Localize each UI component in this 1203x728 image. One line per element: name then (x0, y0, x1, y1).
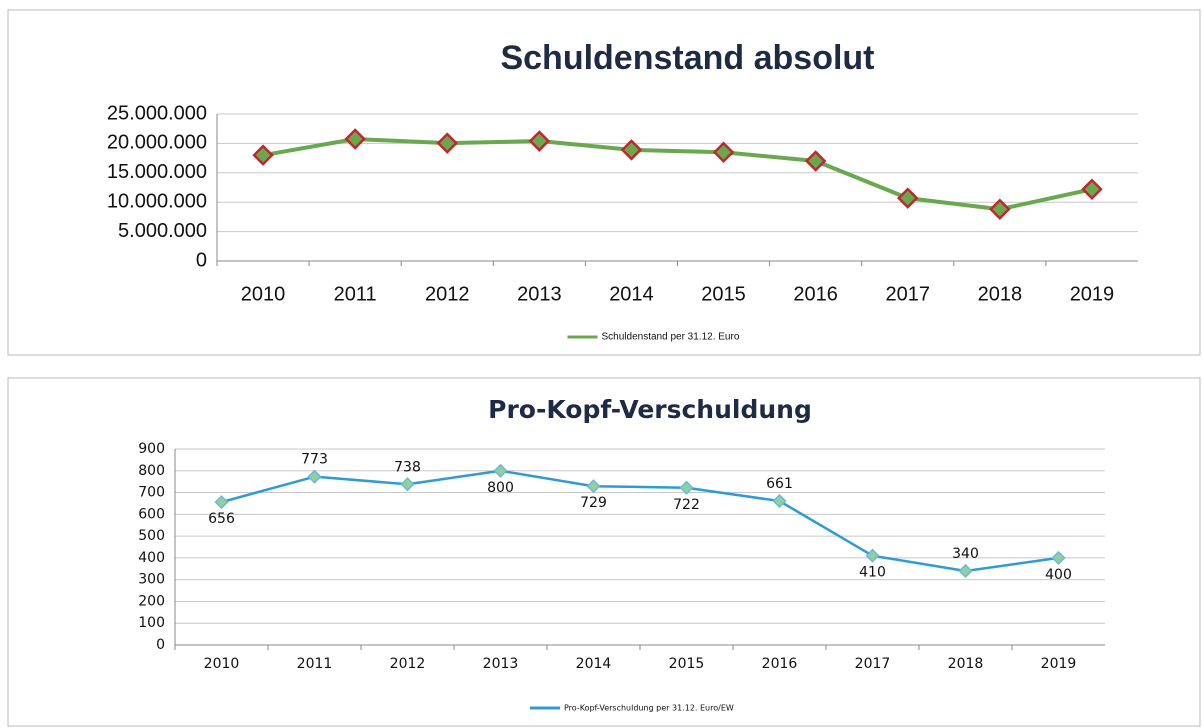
marker (252, 144, 274, 166)
data-label: 800 (487, 480, 514, 496)
marker (344, 128, 366, 150)
data-label: 661 (766, 476, 793, 492)
chart-title: Schuldenstand absolut (500, 39, 874, 77)
y-tick-label: 500 (138, 528, 165, 544)
y-tick-label: 0 (156, 637, 165, 653)
marker (712, 141, 735, 163)
marker (896, 187, 919, 209)
data-label: 340 (952, 546, 979, 562)
x-tick-label: 2013 (483, 656, 519, 672)
y-tick-label: 600 (138, 506, 165, 522)
data-label: 400 (1045, 567, 1072, 583)
x-tick-label: 2015 (669, 656, 705, 672)
y-tick-label: 0 (196, 249, 207, 271)
y-tick-label: 700 (138, 485, 165, 501)
marker (400, 477, 415, 492)
x-tick-label: 2014 (576, 656, 612, 672)
y-tick-label: 25.000.000 (107, 102, 207, 124)
x-tick-label: 2015 (701, 283, 746, 305)
chart-frame (7, 377, 1201, 727)
marker (1081, 178, 1103, 201)
y-tick-label: 200 (138, 593, 165, 609)
chart: Pro-Kopf-Verschuldung 0 100 200 300 400 500 600… (138, 395, 1105, 713)
x-tick-label: 2019 (1070, 283, 1115, 305)
series-line (262, 136, 1093, 212)
marker (958, 563, 973, 579)
marker (436, 132, 459, 154)
y-tick-label: 20.000.000 (107, 132, 207, 154)
x-tick-label: 2018 (948, 656, 984, 672)
marker (865, 548, 880, 563)
marker (493, 463, 508, 478)
x-tick-label: 2011 (334, 283, 377, 305)
x-tick-label: 2017 (855, 656, 891, 672)
x-tick-label: 2019 (1041, 656, 1077, 672)
y-tick-label: 800 (138, 463, 165, 479)
y-tick-label: 100 (138, 615, 165, 631)
data-label: 410 (859, 565, 886, 581)
chart: Schuldenstand absolut 0 5.000.000 10.000.00… (107, 39, 1138, 343)
x-tick-label: 2016 (762, 656, 798, 672)
x-tick-label: 2014 (609, 283, 654, 305)
y-tick-label: 15.000.000 (107, 161, 207, 183)
series-line (221, 469, 1059, 573)
data-label: 656 (208, 511, 235, 527)
legend-label: Pro-Kopf-Verschuldung per 31.12. Euro/EW (564, 704, 734, 713)
chart-title: Pro-Kopf-Verschuldung (488, 395, 812, 424)
legend-label: Schuldenstand per 31.12. Euro (602, 332, 740, 343)
marker (989, 198, 1011, 221)
x-tick-label: 2018 (978, 283, 1023, 305)
marker (528, 130, 551, 152)
x-tick-label: 2016 (793, 283, 838, 305)
marker (307, 469, 322, 484)
x-tick-label: 2017 (886, 283, 931, 305)
chart-frame (7, 9, 1201, 356)
data-label: 738 (394, 459, 421, 475)
x-tick-label: 2012 (390, 656, 426, 672)
marker (586, 479, 601, 494)
marker (214, 495, 229, 510)
y-tick-label: 10.000.000 (107, 190, 207, 212)
marker (679, 480, 694, 495)
x-tick-label: 2010 (204, 656, 240, 672)
y-tick-label: 5.000.000 (118, 220, 207, 242)
y-tick-label: 300 (138, 572, 165, 588)
x-tick-label: 2010 (241, 283, 286, 305)
y-tick-label: 900 (138, 441, 165, 457)
marker (620, 139, 643, 161)
x-tick-label: 2012 (425, 283, 470, 305)
data-label: 773 (301, 452, 328, 468)
x-tick-label: 2013 (517, 283, 562, 305)
marker (772, 493, 787, 509)
x-tick-label: 2011 (297, 656, 333, 672)
data-label: 722 (673, 497, 700, 513)
y-tick-label: 400 (138, 550, 165, 566)
data-label: 729 (580, 495, 607, 511)
marker (1051, 550, 1066, 565)
marker (804, 150, 827, 172)
